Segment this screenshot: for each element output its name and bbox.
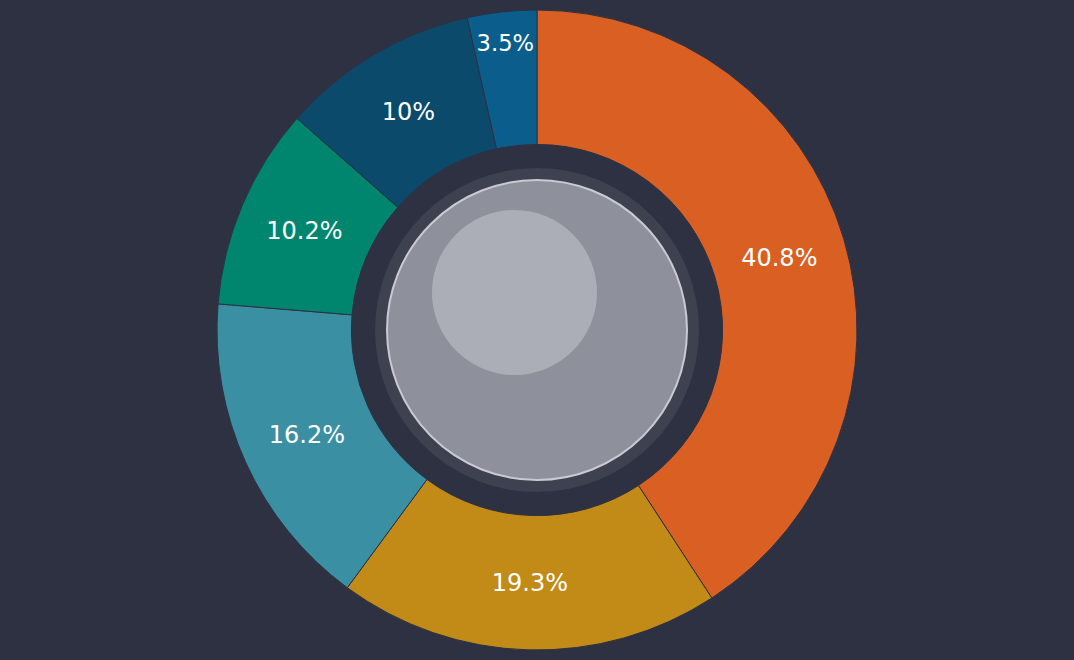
svg-text:3.5%: 3.5% [477, 30, 534, 56]
svg-text:19.3%: 19.3% [492, 569, 568, 597]
svg-text:40.8%: 40.8% [741, 244, 817, 272]
svg-text:16.2%: 16.2% [269, 421, 345, 449]
svg-text:10%: 10% [382, 98, 435, 126]
svg-text:10.2%: 10.2% [266, 217, 342, 245]
